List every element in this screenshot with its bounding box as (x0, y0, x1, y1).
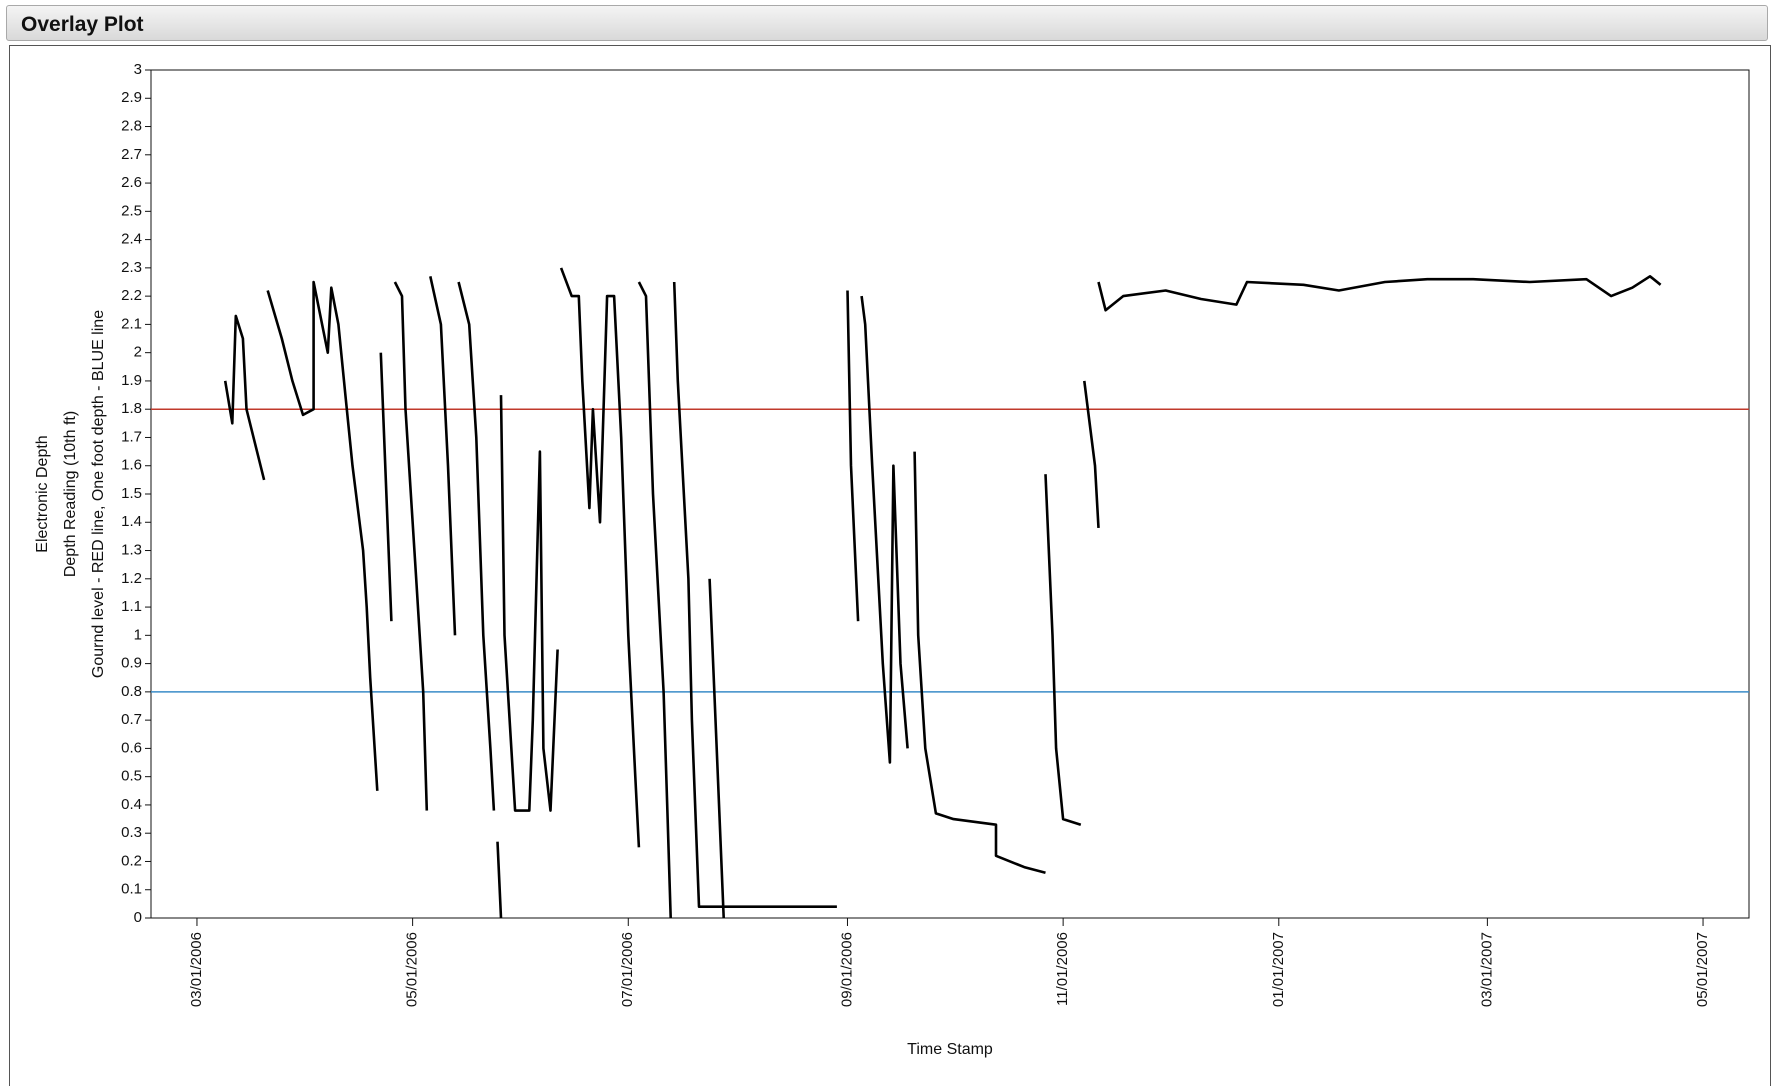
y-tick-label: 0.6 (121, 739, 142, 756)
y-tick-label: 1.6 (121, 457, 142, 474)
plot-area (150, 69, 1750, 919)
y-tick-label: 0.4 (121, 796, 142, 813)
y-tick-label: 0.9 (121, 655, 142, 672)
panel-title: Overlay Plot (21, 13, 144, 36)
y-tick-label: 1.8 (121, 400, 142, 417)
y-tick-label: 2.3 (121, 259, 142, 276)
y-tick-label: 2.2 (121, 287, 142, 304)
y-tick-label: 1 (134, 626, 142, 643)
y-tick-label: 0.1 (121, 881, 142, 898)
y-tick-label: 1.5 (121, 485, 142, 502)
y-tick-label: 1.2 (121, 570, 142, 587)
y-tick-label: 2.6 (121, 174, 142, 191)
y-tick-label: 0.5 (121, 768, 142, 785)
y-axis-label: Electronic Depth (34, 435, 51, 552)
y-tick-label: 1.3 (121, 542, 142, 559)
y-tick-label: 2.5 (121, 202, 142, 219)
x-axis-label: Time Stamp (907, 1041, 993, 1058)
panel-header[interactable]: Overlay Plot (6, 5, 1768, 41)
x-tick-label: 05/01/2006 (404, 932, 421, 1007)
data-line (223, 267, 1662, 919)
x-tick-label: 01/01/2007 (1270, 932, 1287, 1007)
x-tick-label: 03/01/2007 (1478, 932, 1495, 1007)
y-axis-label: Gournd level - RED line, One foot depth … (90, 310, 107, 678)
y-tick-label: 2.7 (121, 146, 142, 163)
y-tick-label: 0.2 (121, 852, 142, 869)
y-tick-label: 2.1 (121, 315, 142, 332)
y-tick-label: 1.1 (121, 598, 142, 615)
plot-frame (9, 45, 1771, 1086)
y-tick-label: 1.4 (121, 513, 142, 530)
x-tick-label: 07/01/2006 (619, 932, 636, 1007)
y-axis-label: Depth Reading (10th ft) (62, 411, 79, 577)
y-tick-label: 1.7 (121, 428, 142, 445)
x-tick-label: 05/01/2007 (1694, 932, 1711, 1007)
x-tick-label: 03/01/2006 (188, 932, 205, 1007)
y-tick-label: 0.7 (121, 711, 142, 728)
y-tick-label: 2.9 (121, 89, 142, 106)
y-tick-label: 1.9 (121, 372, 142, 389)
y-tick-label: 2.4 (121, 231, 142, 248)
y-tick-label: 3 (134, 61, 142, 78)
y-tick-label: 0.3 (121, 824, 142, 841)
y-tick-label: 2 (134, 344, 142, 361)
y-tick-label: 0 (134, 909, 142, 926)
x-tick-label: 11/01/2006 (1054, 932, 1071, 1006)
y-tick-label: 0.8 (121, 683, 142, 700)
x-tick-label: 09/01/2006 (838, 932, 855, 1007)
y-tick-label: 2.8 (121, 118, 142, 135)
